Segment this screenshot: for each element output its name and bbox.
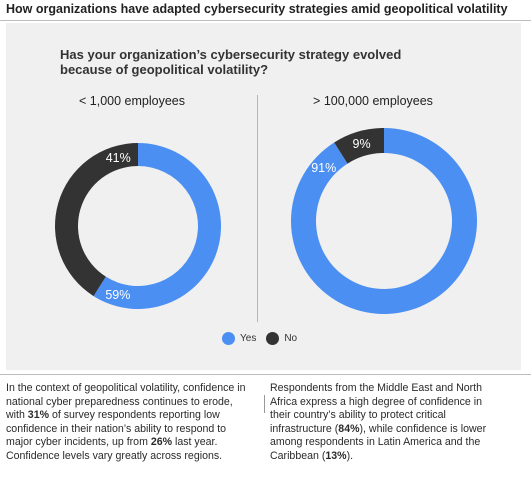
- donut-slice-yes: [93, 143, 221, 309]
- top-divider: [0, 20, 531, 21]
- chart-title-small-orgs: < 1,000 employees: [79, 94, 185, 108]
- para-right-bold-2: 13%: [325, 449, 347, 462]
- donut-label-yes: 91%: [311, 161, 336, 175]
- chart-title-large-orgs: > 100,000 employees: [313, 94, 433, 108]
- para-left-text-1: In the context of geopolitical volatilit…: [6, 382, 246, 422]
- paragraph-right: Respondents from the Middle East and Nor…: [270, 382, 502, 464]
- para-right-text-2: ), while confidence is lower among respo…: [270, 422, 487, 462]
- chart-question: Has your organization’s cybersecurity st…: [60, 47, 402, 77]
- page-title: How organizations have adapted cybersecu…: [6, 2, 508, 16]
- legend-swatch-no: [266, 331, 280, 345]
- legend-swatch-yes: [222, 331, 235, 345]
- donut-label-yes: 59%: [105, 288, 130, 302]
- para-left-text-2: of survey respondents reporting low conf…: [6, 409, 227, 449]
- para-right-bold-1: 84%: [338, 422, 360, 435]
- para-left-bold-1: 31%: [27, 409, 49, 422]
- donut-slice-no: [55, 143, 138, 297]
- para-right-text-3: ).: [346, 449, 354, 462]
- donut-chart-large-orgs: 91% 9%: [291, 128, 477, 314]
- legend-label-no: No: [284, 332, 298, 344]
- paragraph-left: In the context of geopolitical volatilit…: [6, 382, 253, 464]
- chart-legend: Yes No: [222, 331, 301, 345]
- para-right-text-1: Respondents from the Middle East and Nor…: [270, 382, 483, 435]
- paragraph-separator: [264, 395, 265, 413]
- legend-item-yes: Yes: [222, 331, 257, 345]
- donut-chart-small-orgs: 59% 41%: [55, 143, 221, 309]
- bottom-divider: [0, 374, 531, 375]
- chart-panel: [6, 23, 521, 370]
- legend-label-yes: Yes: [240, 332, 257, 344]
- donut-label-no: 41%: [106, 151, 131, 165]
- donut-slice-no: [334, 128, 384, 164]
- donut-slice-yes: [291, 128, 477, 314]
- para-left-text-3: last year. Confidence levels vary greatl…: [6, 436, 223, 462]
- para-left-bold-2: 26%: [150, 436, 173, 449]
- legend-item-no: No: [266, 331, 298, 345]
- donut-label-no: 9%: [353, 137, 371, 151]
- chart-divider: [257, 95, 258, 322]
